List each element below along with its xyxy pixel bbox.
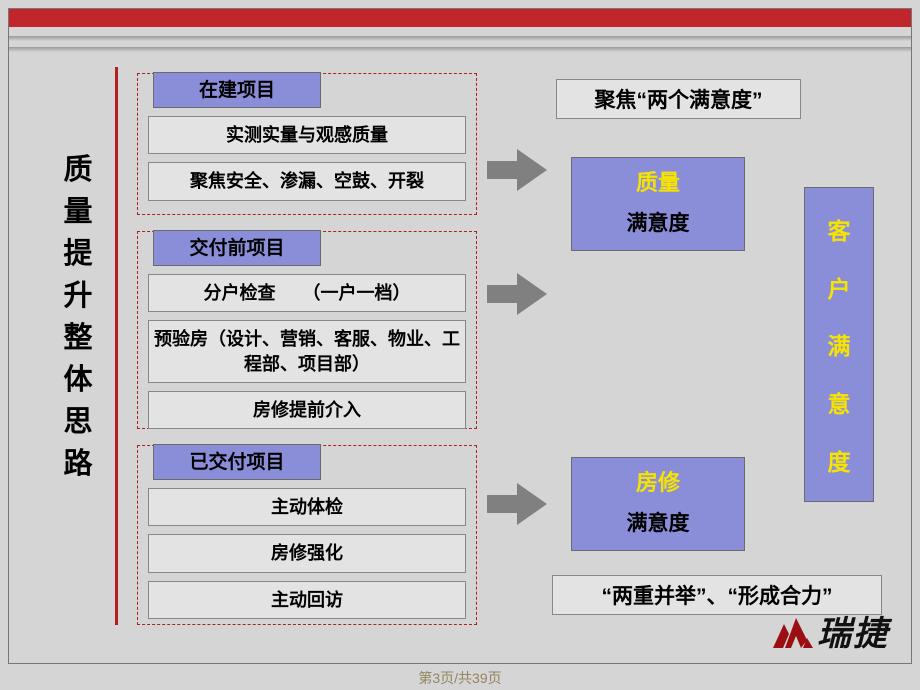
vcol-char-2: 满 xyxy=(828,327,851,361)
rows-pre-delivery: 分户检查 （一户一档） 预验房（设计、营销、客服、物业、工程部、项目部） 房修提… xyxy=(148,274,466,429)
box-quality-satisfaction: 质量 满意度 xyxy=(571,157,745,251)
grad-line-1 xyxy=(9,36,911,41)
tab-post-delivery: 已交付项目 xyxy=(153,444,321,480)
box2-line1: 房修 xyxy=(572,462,744,504)
slide-canvas: 质量提升整体思路 在建项目 实测实量与观感质量 聚焦安全、渗漏、空鼓、开裂 交付… xyxy=(8,8,912,664)
logo: 瑞捷 xyxy=(767,606,889,655)
box1-line2: 满意度 xyxy=(572,204,744,244)
box-repair-satisfaction: 房修 满意度 xyxy=(571,457,745,551)
tab-under-construction: 在建项目 xyxy=(153,72,321,108)
tab-pre-delivery: 交付前项目 xyxy=(153,230,321,266)
arrow-icon-2 xyxy=(487,273,547,315)
vertical-title-text: 质量提升整体思路 xyxy=(63,154,92,480)
page-indicator: 第3页/共39页 xyxy=(0,668,920,688)
box2-line2: 满意度 xyxy=(572,504,744,544)
vcol-char-3: 意 xyxy=(828,385,851,419)
grad-line-2 xyxy=(9,47,911,52)
topbar-red xyxy=(9,9,911,27)
headline-focus: 聚焦“两个满意度” xyxy=(556,79,801,119)
group-post-delivery: 已交付项目 主动体检 房修强化 主动回访 xyxy=(137,445,477,625)
row-g2-1: 预验房（设计、营销、客服、物业、工程部、项目部） xyxy=(148,320,466,383)
vcol-char-4: 度 xyxy=(828,443,851,477)
box1-line1: 质量 xyxy=(572,162,744,204)
row-g3-2: 主动回访 xyxy=(148,581,466,619)
vertical-title: 质量提升整体思路 xyxy=(63,149,93,485)
arrow-icon-1 xyxy=(487,149,547,191)
row-g3-0: 主动体检 xyxy=(148,488,466,526)
box-customer-satisfaction: 客 户 满 意 度 xyxy=(804,187,874,502)
vcol-char-1: 户 xyxy=(828,270,851,304)
row-g1-1: 聚焦安全、渗漏、空鼓、开裂 xyxy=(148,162,466,200)
group-pre-delivery: 交付前项目 分户检查 （一户一档） 预验房（设计、营销、客服、物业、工程部、项目… xyxy=(137,231,477,429)
row-g3-1: 房修强化 xyxy=(148,534,466,572)
row-g2-2: 房修提前介入 xyxy=(148,391,466,429)
red-divider xyxy=(115,67,118,625)
logo-mountain-icon xyxy=(767,612,815,650)
arrow-icon-3 xyxy=(487,483,547,525)
rows-post-delivery: 主动体检 房修强化 主动回访 xyxy=(148,488,466,619)
group-under-construction: 在建项目 实测实量与观感质量 聚焦安全、渗漏、空鼓、开裂 xyxy=(137,73,477,215)
row-g2-0: 分户检查 （一户一档） xyxy=(148,274,466,312)
logo-text: 瑞捷 xyxy=(817,606,889,655)
rows-under-construction: 实测实量与观感质量 聚焦安全、渗漏、空鼓、开裂 xyxy=(148,116,466,201)
row-g1-0: 实测实量与观感质量 xyxy=(148,116,466,154)
vcol-char-0: 客 xyxy=(828,212,851,246)
